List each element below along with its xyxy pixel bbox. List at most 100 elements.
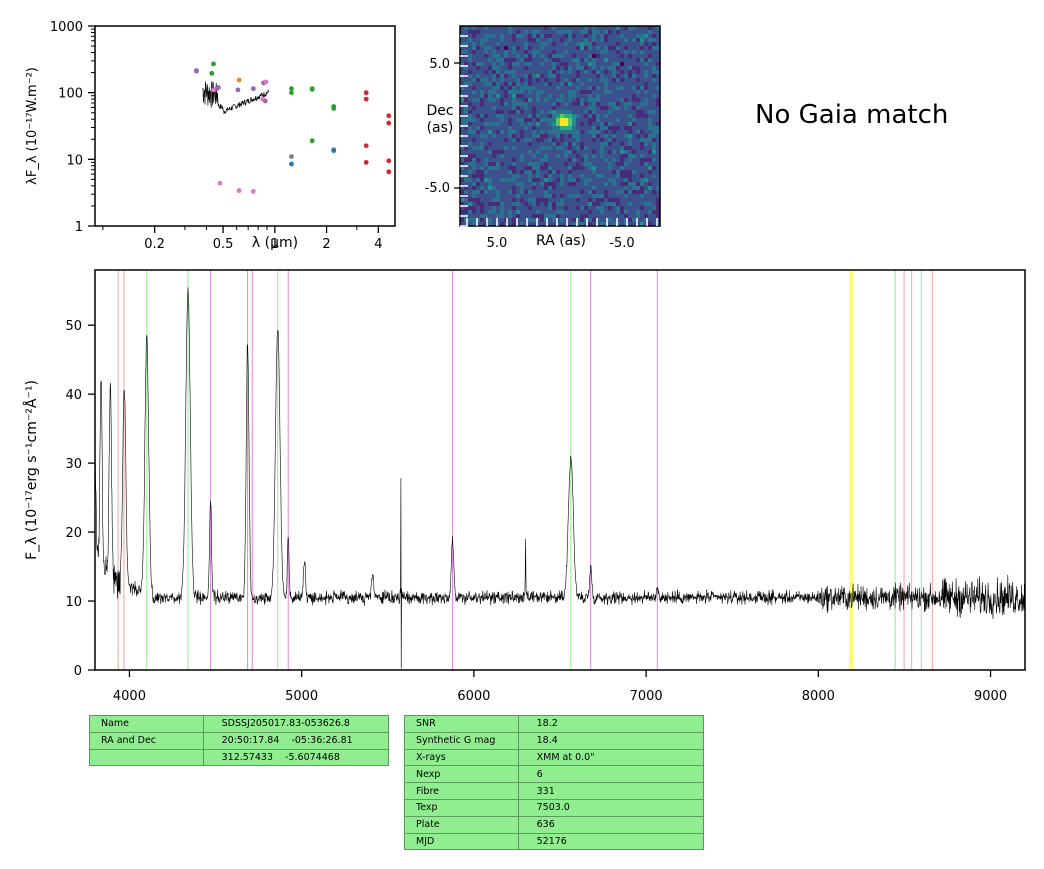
cutout-pixel xyxy=(652,26,657,31)
cutout-pixel xyxy=(468,54,473,59)
cutout-pixel xyxy=(612,126,617,131)
cutout-pixel xyxy=(532,118,537,123)
cutout-pixel xyxy=(592,30,597,35)
cutout-pixel xyxy=(548,122,553,127)
cutout-pixel xyxy=(632,142,637,147)
cutout-pixel xyxy=(576,170,581,175)
cutout-pixel xyxy=(652,42,657,47)
cutout-pixel xyxy=(492,86,497,91)
cutout-pixel xyxy=(656,98,661,103)
cutout-pixel xyxy=(636,134,641,139)
cutout-pixel xyxy=(532,58,537,63)
cutout-pixel xyxy=(548,210,553,215)
cutout-pixel xyxy=(564,162,569,167)
cutout-pixel xyxy=(636,122,641,127)
cutout-pixel xyxy=(640,126,645,131)
sed-point xyxy=(289,154,294,159)
cutout-pixel xyxy=(616,86,621,91)
cutout-pixel xyxy=(564,86,569,91)
cutout-pixel xyxy=(552,82,557,87)
cutout-pixel xyxy=(636,66,641,71)
cutout-pixel xyxy=(656,118,661,123)
cutout-pixel xyxy=(552,78,557,83)
cutout-pixel xyxy=(468,90,473,95)
cutout-pixel xyxy=(580,174,585,179)
cutout-pixel xyxy=(572,110,577,115)
cutout-pixel xyxy=(632,62,637,67)
cutout-pixel xyxy=(492,150,497,155)
cutout-pixel xyxy=(488,142,493,147)
cutout-pixel xyxy=(480,214,485,219)
cutout-pixel xyxy=(624,62,629,67)
cutout-pixel xyxy=(464,170,469,175)
cutout-pixel xyxy=(536,202,541,207)
cutout-pixel xyxy=(576,102,581,107)
cutout-pixel xyxy=(468,222,473,227)
cutout-pixel xyxy=(656,194,661,199)
cutout-pixel xyxy=(496,210,501,215)
cutout-pixel xyxy=(636,50,641,55)
cutout-pixel xyxy=(588,126,593,131)
cutout-pixel xyxy=(656,186,661,191)
cutout-pixel xyxy=(564,150,569,155)
cutout-pixel xyxy=(612,58,617,63)
cutout-pixel xyxy=(488,170,493,175)
cutout-pixel xyxy=(580,154,585,159)
cutout-pixel xyxy=(576,158,581,163)
cutout-pixel xyxy=(576,114,581,119)
cutout-pixel xyxy=(488,150,493,155)
cutout-pixel xyxy=(532,182,537,187)
cutout-pixel xyxy=(636,74,641,79)
cutout-pixel xyxy=(644,122,649,127)
cutout-pixel xyxy=(476,210,481,215)
cutout-pixel xyxy=(596,198,601,203)
cutout-pixel xyxy=(552,194,557,199)
cutout-pixel xyxy=(532,54,537,59)
cutout-pixel xyxy=(468,46,473,51)
cutout-pixel xyxy=(488,50,493,55)
cutout-pixel xyxy=(536,110,541,115)
cutout-pixel xyxy=(488,154,493,159)
cutout-pixel xyxy=(508,90,513,95)
cutout-pixel xyxy=(588,142,593,147)
cutout-pixel xyxy=(508,118,513,123)
cutout-pixel xyxy=(500,30,505,35)
cutout-pixel xyxy=(556,154,561,159)
cutout-pixel xyxy=(508,30,513,35)
cutout-pixel xyxy=(476,118,481,123)
cutout-pixel xyxy=(608,198,613,203)
cutout-pixel xyxy=(620,202,625,207)
cutout-pixel xyxy=(576,130,581,135)
sed-point xyxy=(250,189,256,194)
cutout-pixel xyxy=(648,150,653,155)
cutout-pixel xyxy=(488,82,493,87)
cutout-pixel xyxy=(552,126,557,131)
spectrum-plot-frame xyxy=(94,269,1026,671)
cutout-pixel xyxy=(564,166,569,171)
cutout-pixel xyxy=(512,146,517,151)
cutout-pixel xyxy=(612,162,617,167)
cutout-pixel xyxy=(644,74,649,79)
cutout-pixel xyxy=(652,202,657,207)
cutout-pixel xyxy=(516,90,521,95)
cutout-pixel xyxy=(632,50,637,55)
cutout-pixel xyxy=(580,38,585,43)
cutout-pixel xyxy=(616,178,621,183)
cutout-pixel xyxy=(544,66,549,71)
cutout-pixel xyxy=(504,30,509,35)
cutout-pixel xyxy=(656,82,661,87)
cutout-pixel xyxy=(524,182,529,187)
cutout-pixel xyxy=(524,178,529,183)
cutout-pixel xyxy=(572,114,577,119)
cutout-pixel xyxy=(616,162,621,167)
cutout-pixel xyxy=(484,74,489,79)
cutout-pixel xyxy=(632,90,637,95)
cutout-pixel xyxy=(628,58,633,63)
cutout-pixel xyxy=(476,202,481,207)
cutout-pixel xyxy=(520,50,525,55)
cutout-pixel xyxy=(560,142,565,147)
cutout-pixel xyxy=(652,98,657,103)
cutout-pixel xyxy=(620,158,625,163)
cutout-pixel xyxy=(508,106,513,111)
cutout-pixel xyxy=(480,174,485,179)
